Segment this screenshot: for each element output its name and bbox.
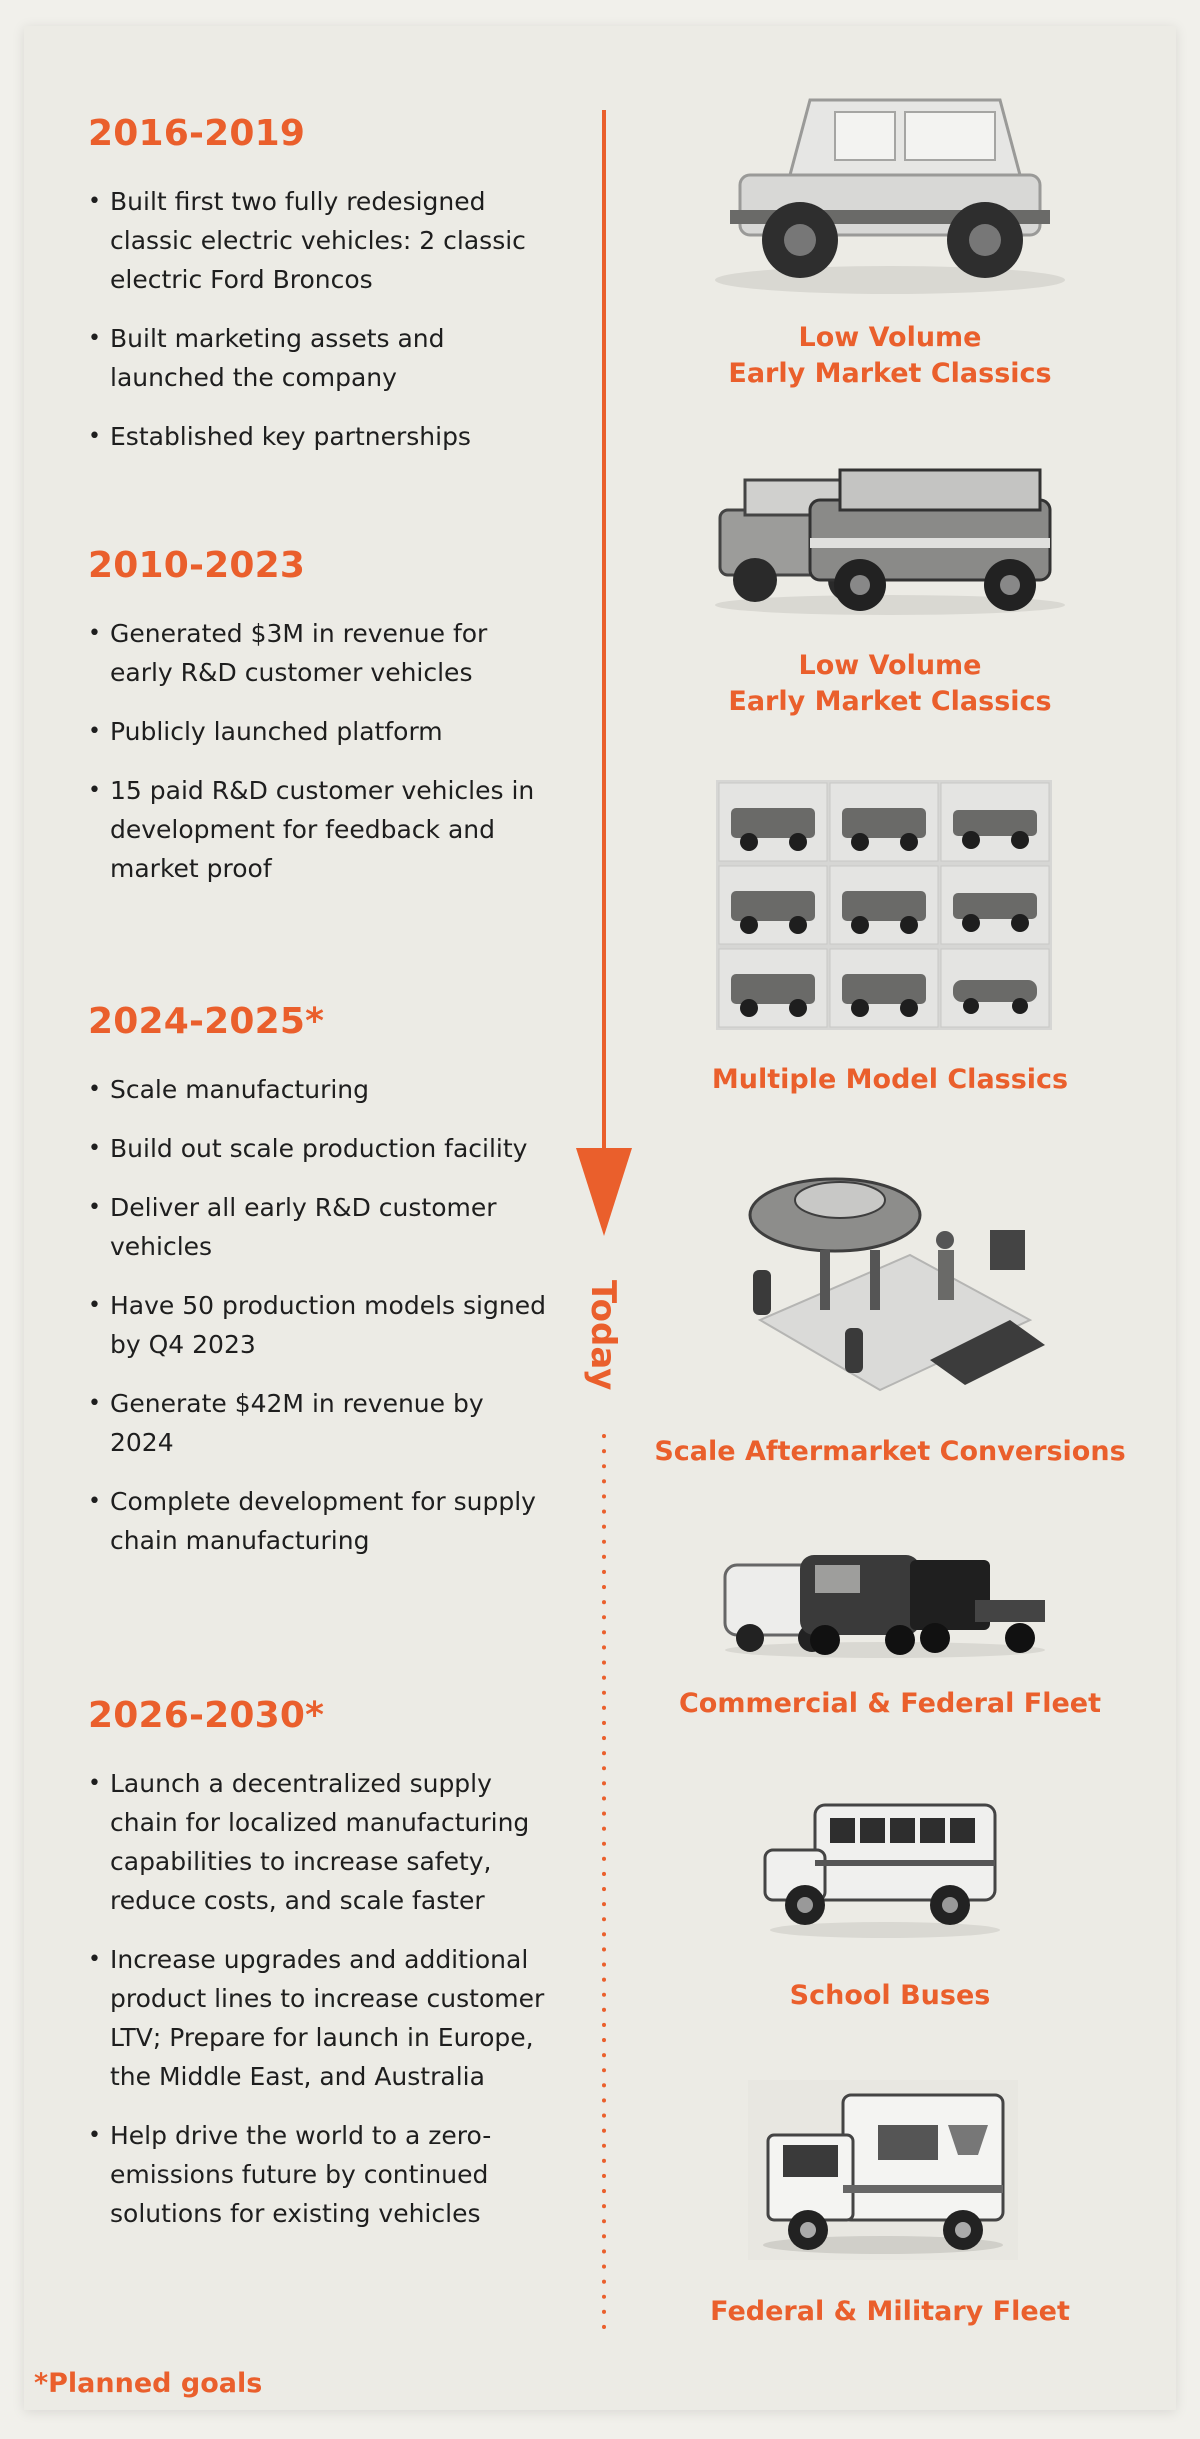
segment-caption: Multiple Model Classics xyxy=(630,1062,1150,1098)
period-2016-2019: 2016-2019 Built first two fully redesign… xyxy=(88,114,548,476)
segment-caption: Low Volume Early Market Classics xyxy=(630,648,1150,720)
segment-caption: Commercial & Federal Fleet xyxy=(630,1686,1150,1722)
list-item: Generated $3M in revenue for early R&D c… xyxy=(88,614,548,692)
period-items: Launch a decentralized supply chain for … xyxy=(88,1764,548,2233)
segment-caption: School Buses xyxy=(630,1978,1150,2014)
postal-truck-icon xyxy=(748,2080,1018,2260)
segment-caption: Federal & Military Fleet xyxy=(630,2294,1150,2330)
footnote: *Planned goals xyxy=(34,2368,263,2399)
period-title: 2010-2023 xyxy=(88,545,306,586)
today-label: Today xyxy=(583,1279,623,1391)
caption-line: Commercial & Federal Fleet xyxy=(678,1688,1102,1719)
period-2010-2023: 2010-2023 Generated $3M in revenue for e… xyxy=(88,546,548,908)
period-2026-2030: 2026-2030* Launch a decentralized supply… xyxy=(88,1696,548,2253)
list-item: Build out scale production facility xyxy=(88,1129,548,1168)
caption-line: Low Volume xyxy=(798,322,982,353)
caption-line: Early Market Classics xyxy=(728,686,1052,717)
caption-line: Multiple Model Classics xyxy=(711,1064,1069,1095)
list-item: Have 50 production models signed by Q4 2… xyxy=(88,1286,548,1364)
list-item: Established key partnerships xyxy=(88,417,548,456)
two-classic-broncos-icon xyxy=(715,468,1065,615)
list-item: Built marketing assets and launched the … xyxy=(88,319,548,397)
fleet-vans-trucks-icon xyxy=(723,1555,1045,1658)
school-bus-icon xyxy=(763,1803,1000,1938)
list-item: Complete development for supply chain ma… xyxy=(88,1482,548,1560)
list-item: Increase upgrades and additional product… xyxy=(88,1940,548,2096)
caption-line: Early Market Classics xyxy=(728,358,1052,389)
list-item: Built first two fully redesigned classic… xyxy=(88,182,548,299)
period-items: Scale manufacturing Build out scale prod… xyxy=(88,1070,548,1560)
segment-caption: Scale Aftermarket Conversions xyxy=(630,1434,1150,1470)
car-on-lift-workshop-icon xyxy=(748,1177,1045,1392)
period-2024-2025: 2024-2025* Scale manufacturing Build out… xyxy=(88,1002,548,1580)
list-item: 15 paid R&D customer vehicles in develop… xyxy=(88,771,548,888)
list-item: Scale manufacturing xyxy=(88,1070,548,1109)
caption-line: Scale Aftermarket Conversions xyxy=(654,1436,1126,1467)
list-item: Deliver all early R&D customer vehicles xyxy=(88,1188,548,1266)
list-item: Publicly launched platform xyxy=(88,712,548,751)
caption-line: School Buses xyxy=(789,1980,991,2011)
classic-bronco-chassis-icon xyxy=(715,98,1065,294)
caption-line: Low Volume xyxy=(798,650,982,681)
classic-models-grid-icon xyxy=(716,780,1052,1030)
period-title: 2016-2019 xyxy=(88,113,306,154)
list-item: Generate $42M in revenue by 2024 xyxy=(88,1384,548,1462)
period-items: Built first two fully redesigned classic… xyxy=(88,182,548,456)
list-item: Launch a decentralized supply chain for … xyxy=(88,1764,548,1920)
period-title: 2024-2025* xyxy=(88,1001,325,1042)
list-item: Help drive the world to a zero-emissions… xyxy=(88,2116,548,2233)
period-title: 2026-2030* xyxy=(88,1695,325,1736)
segment-caption: Low Volume Early Market Classics xyxy=(630,320,1150,392)
caption-line: Federal & Military Fleet xyxy=(710,2296,1070,2327)
period-items: Generated $3M in revenue for early R&D c… xyxy=(88,614,548,888)
